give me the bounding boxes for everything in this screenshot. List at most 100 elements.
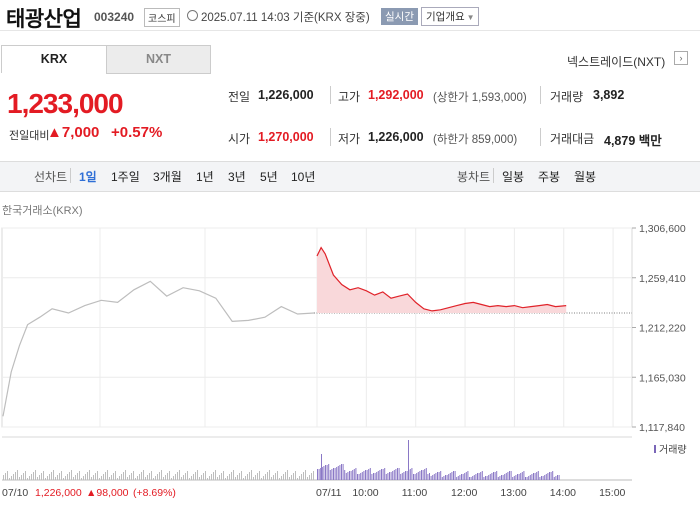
volume-bar [179, 470, 180, 480]
volume-bar [384, 468, 386, 480]
volume-bar [97, 471, 98, 480]
volume-bar [395, 469, 397, 480]
volume-bar [382, 469, 384, 480]
volume-bar [81, 478, 82, 480]
volume-bar [253, 477, 254, 480]
period-tab-1d[interactable]: 1일 [79, 170, 97, 184]
volume-bar [273, 475, 274, 480]
volume-bar [368, 469, 370, 480]
period-tab-5y[interactable]: 5년 [260, 170, 278, 184]
volume-bar [449, 473, 451, 480]
volume-bar [241, 471, 242, 480]
volume-bar [191, 476, 192, 480]
volume-bar [145, 477, 146, 480]
volume-bar [472, 476, 474, 480]
volume-bar [517, 474, 518, 480]
volume-bar [454, 471, 456, 480]
volume-bar [67, 474, 68, 480]
volume-bar [69, 472, 70, 480]
volume-bar [31, 474, 32, 480]
volume-bar [45, 478, 46, 480]
volume-bar [231, 472, 232, 480]
period-tab-3m[interactable]: 3개월 [153, 170, 182, 184]
realtime-badge[interactable]: 실시간 [381, 8, 418, 25]
volume-bar [27, 478, 28, 480]
volume-bar [15, 472, 16, 480]
volume-bar [19, 477, 20, 480]
volume-bar [393, 470, 395, 480]
volume-bar [255, 475, 256, 480]
volume-bar [425, 468, 427, 480]
candle-tab-weekly[interactable]: 주봉 [538, 170, 561, 184]
period-tab-1y[interactable]: 1년 [196, 170, 214, 184]
volume-bar [453, 471, 454, 480]
candle-tab-daily[interactable]: 일봉 [502, 170, 525, 184]
volume-bar [441, 477, 443, 480]
volume-bar [345, 473, 347, 480]
volume-bar [411, 468, 413, 480]
volume-bar [501, 475, 502, 480]
candle-chart-label[interactable]: 봉차트 [457, 170, 491, 184]
volume-bar [326, 465, 328, 480]
change-label: 전일대비 [9, 130, 50, 142]
volume-bar [369, 468, 371, 480]
volume-bar [107, 470, 108, 480]
volume-bar [457, 476, 459, 480]
volume-bar [121, 474, 122, 480]
volume-bar [185, 473, 186, 480]
low-label: 저가 [338, 132, 361, 146]
volume-bar [422, 470, 424, 480]
volume-bar [219, 475, 220, 480]
volume-bar [549, 472, 550, 480]
volume-bar [139, 474, 140, 480]
tab-nxt[interactable]: NXT [106, 45, 211, 74]
volume-bar [71, 470, 72, 480]
volume-bar [251, 470, 252, 480]
volume-bar [344, 470, 346, 480]
volume-bar [137, 476, 138, 480]
volume-bar [47, 476, 48, 480]
trade-value: 4,879 백만 [604, 134, 662, 148]
volume-bar [29, 476, 30, 480]
volume-bar [49, 474, 50, 480]
volume-bar [293, 473, 294, 480]
volume-bar [387, 473, 389, 480]
volume-bar [289, 477, 290, 480]
volume-bar [243, 478, 244, 480]
volume-bar [400, 474, 402, 480]
volume-bar [406, 471, 408, 480]
company-info-label: 기업개요 [426, 11, 465, 23]
period-tab-3y[interactable]: 3년 [228, 170, 246, 184]
tab-krx[interactable]: KRX [1, 45, 107, 73]
volume-bar [485, 476, 486, 480]
volume-bar [371, 474, 373, 480]
candle-tab-monthly[interactable]: 월봉 [574, 170, 597, 184]
volume-bar [366, 470, 368, 480]
volume-bar [486, 476, 488, 480]
lower-limit: (하한가 859,000) [433, 134, 518, 146]
stat-divider [330, 86, 331, 104]
volume-bar [199, 477, 200, 480]
volume-bar [325, 465, 326, 480]
nxt-link[interactable]: 넥스트레이드(NXT) [567, 55, 666, 69]
x-tick-label: 07/10 [2, 487, 28, 499]
high-label: 고가 [338, 90, 361, 104]
period-tab-10y[interactable]: 10년 [291, 170, 316, 184]
volume-bar [446, 475, 448, 480]
volume-bar [117, 478, 118, 480]
volume-bar [529, 475, 531, 480]
price-chart[interactable]: 1,306,600 1,259,410 1,212,220 1,165,030 1,11… [0, 215, 700, 505]
period-tab-1w[interactable]: 1주일 [111, 170, 140, 184]
volume-bar [539, 477, 541, 480]
volume-bar [360, 473, 362, 480]
volume-bar [459, 475, 461, 480]
volume-bar [440, 471, 442, 480]
volume-bar [513, 476, 515, 480]
line-chart-label[interactable]: 선차트 [34, 170, 68, 184]
volume-bar [331, 469, 333, 480]
volume-bar [480, 472, 482, 480]
volume-bar [287, 470, 288, 480]
volume-bar [421, 470, 422, 480]
company-info-button[interactable]: 기업개요 ▼ [421, 7, 479, 26]
chevron-right-icon[interactable]: › [674, 51, 688, 65]
